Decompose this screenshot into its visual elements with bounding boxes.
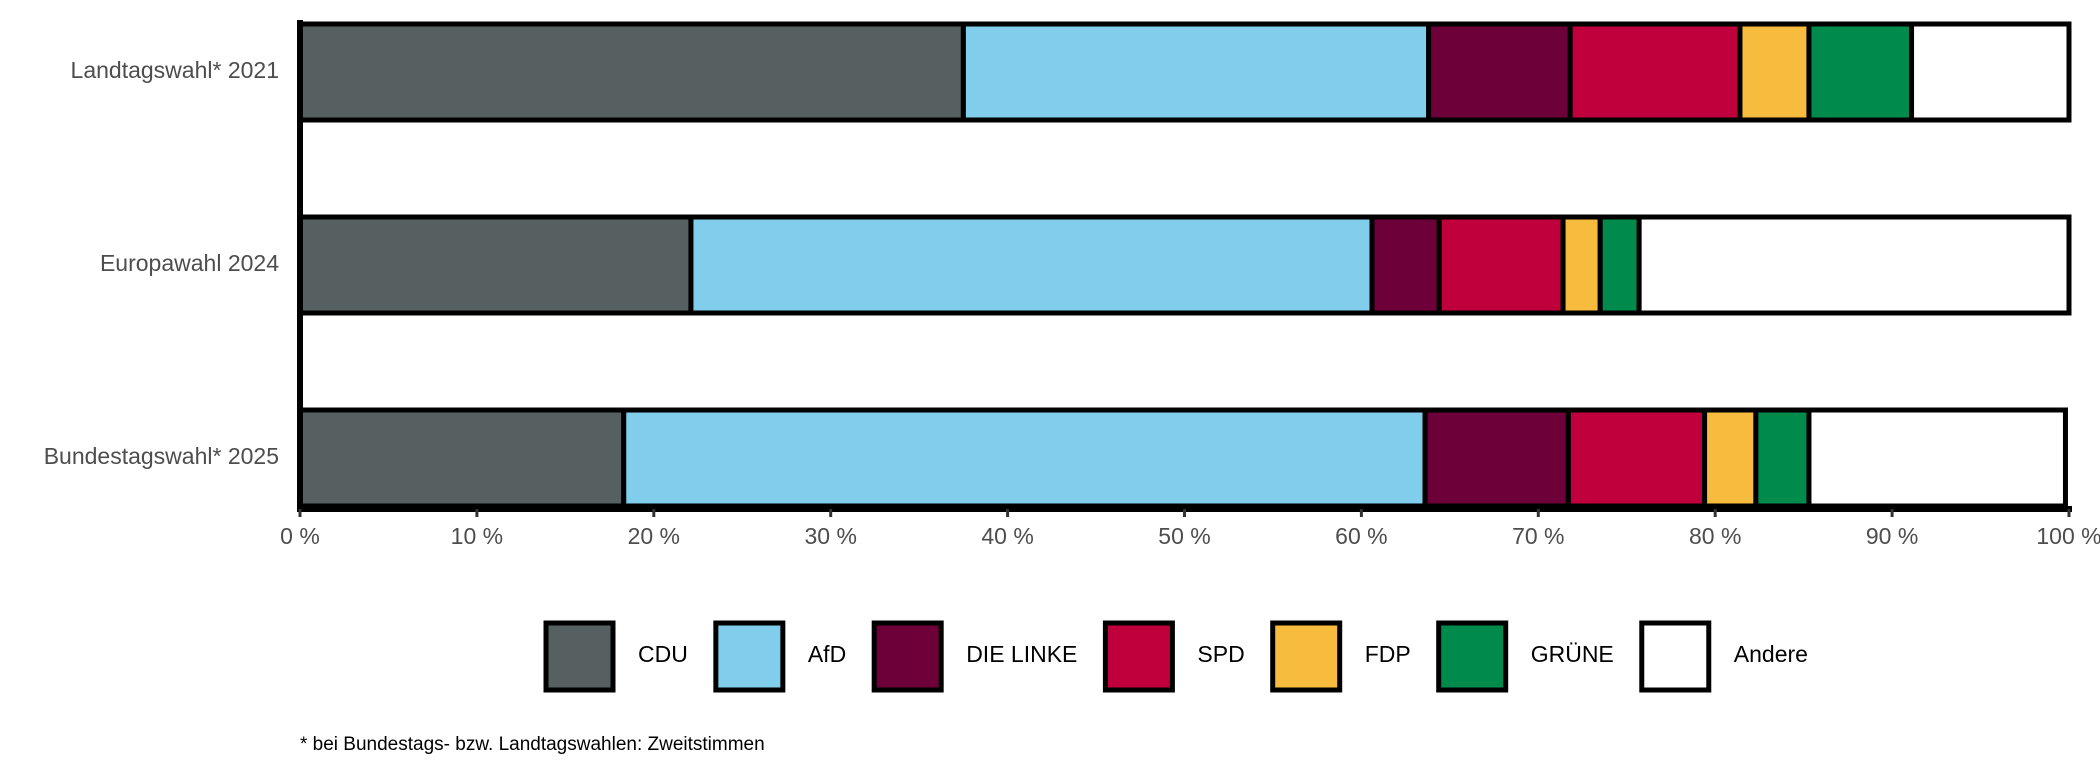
bar-segment (1636, 214, 2072, 316)
legend-swatch (713, 620, 786, 693)
x-tick-label: 80 % (1689, 523, 1741, 549)
y-tick-label: Bundestagswahl* 2025 (44, 443, 279, 469)
x-tick-label: 0 % (280, 523, 320, 549)
bar-segment (297, 21, 966, 123)
bar-segment (1909, 21, 2072, 123)
bar-segment (1436, 214, 1566, 316)
x-tick-label: 50 % (1158, 523, 1210, 549)
y-tick-label: Landtagswahl* 2021 (71, 57, 279, 83)
bar-segment (960, 21, 1432, 123)
legend-label: DIE LINKE (966, 641, 1077, 667)
bar-segment (1560, 214, 1603, 316)
footnote: * bei Bundestags- bzw. Landtagswahlen: Z… (300, 734, 765, 755)
x-tick-label: 10 % (451, 523, 503, 549)
legend-label: GRÜNE (1531, 641, 1614, 667)
bar-segment (1753, 407, 1812, 509)
legend-swatch (1436, 620, 1509, 693)
bar-segment (1567, 21, 1743, 123)
legend-swatch (1639, 620, 1712, 693)
bar-segment (1422, 407, 1571, 509)
x-tick-label: 90 % (1866, 523, 1918, 549)
legend-swatch (1270, 620, 1343, 693)
bar-segment (621, 407, 1428, 509)
bar-segment (688, 214, 1375, 316)
bar-segment (1597, 214, 1642, 316)
bar-segment (297, 407, 627, 509)
legend-swatch (871, 620, 944, 693)
legend-label: FDP (1365, 641, 1411, 667)
bar-segment (1426, 21, 1573, 123)
legend-label: CDU (638, 641, 688, 667)
bar-segment (297, 214, 694, 316)
x-tick-label: 30 % (804, 523, 856, 549)
x-tick-label: 60 % (1335, 523, 1387, 549)
bar-segment (1369, 214, 1442, 316)
legend-label: Andere (1734, 641, 1808, 667)
x-tick-label: 100 % (2036, 523, 2100, 549)
bar-segment (1702, 407, 1759, 509)
legend-swatch (1102, 620, 1175, 693)
legend-swatch (543, 620, 616, 693)
legend-label: AfD (808, 641, 846, 667)
bar-segment (1806, 407, 2068, 509)
y-tick-label: Europawahl 2024 (100, 250, 279, 276)
bar-segment (1565, 407, 1708, 509)
bar-segment (1737, 21, 1812, 123)
x-tick-label: 40 % (981, 523, 1033, 549)
bar-segment (1806, 21, 1915, 123)
legend-label: SPD (1197, 641, 1244, 667)
x-tick-label: 20 % (628, 523, 680, 549)
x-tick-label: 70 % (1512, 523, 1564, 549)
